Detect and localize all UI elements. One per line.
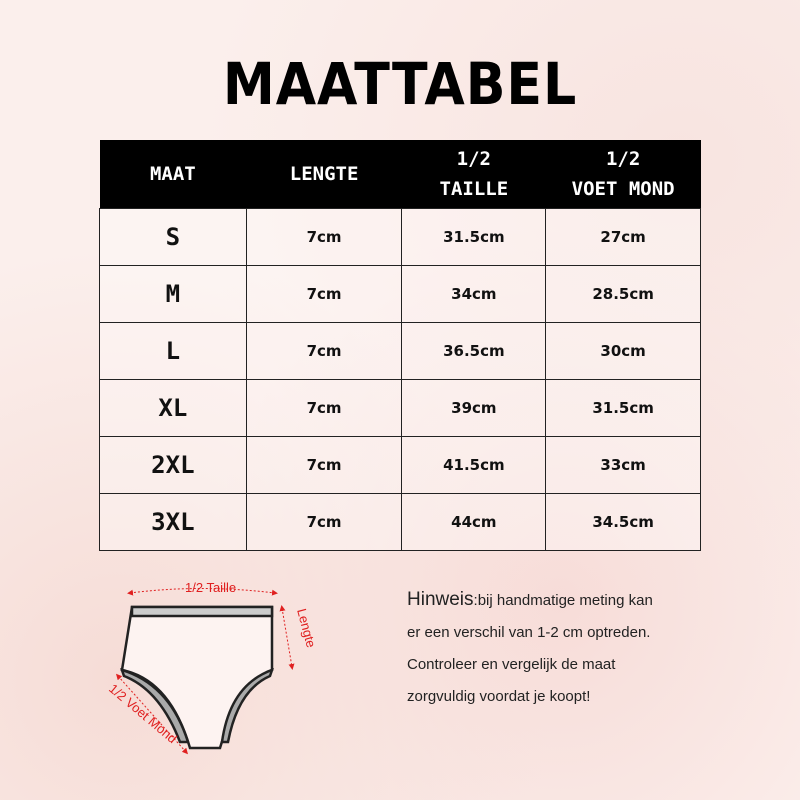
length-cell: 7cm — [245, 436, 403, 494]
size-cell: M — [99, 265, 247, 323]
length-cell: 7cm — [245, 208, 403, 266]
header-half-leg-opening: 1/2 VOET MOND — [545, 140, 701, 209]
page-title: MAATTABEL — [222, 50, 578, 118]
header-text: LENGTE — [289, 163, 359, 185]
note-line: Controleer en vergelijk de maat — [407, 656, 616, 673]
table-header-row: MAAT LENGTE 1/2 TAILLE 1/2 VOET MOND — [99, 140, 701, 209]
size-table: MAAT LENGTE 1/2 TAILLE 1/2 VOET MOND S 7cm 3… — [99, 140, 701, 551]
table-row: 2XL 7cm 41.5cm 33cm — [99, 436, 701, 494]
half-leg-opening-cell: 28.5cm — [545, 265, 701, 323]
half-waist-cell: 44cm — [401, 493, 547, 551]
header-text: 1/2 — [456, 148, 491, 170]
length-cell: 7cm — [245, 493, 403, 551]
half-waist-cell: 36.5cm — [401, 322, 547, 380]
table-row: XL 7cm 39cm 31.5cm — [99, 379, 701, 437]
header-text: TAILLE — [439, 178, 509, 200]
half-waist-cell: 34cm — [401, 265, 547, 323]
table-row: 3XL 7cm 44cm 34.5cm — [99, 493, 701, 551]
note-line: er een verschil van 1-2 cm optreden. — [407, 624, 651, 641]
size-cell: 3XL — [99, 493, 247, 551]
briefs-icon — [120, 605, 274, 750]
half-leg-opening-cell: 34.5cm — [545, 493, 701, 551]
size-cell: 2XL — [99, 436, 247, 494]
header-half-waist: 1/2 TAILLE — [401, 140, 546, 209]
length-cell: 7cm — [245, 322, 403, 380]
header-text: MAAT — [149, 163, 196, 185]
half-waist-cell: 41.5cm — [401, 436, 547, 494]
half-leg-opening-cell: 31.5cm — [545, 379, 701, 437]
size-cell: XL — [99, 379, 247, 437]
note-lead: Hinweis — [407, 589, 474, 610]
length-cell: 7cm — [245, 379, 403, 437]
table-row: S 7cm 31.5cm 27cm — [99, 208, 701, 266]
size-cell: S — [99, 208, 247, 266]
half-waist-cell: 39cm — [401, 379, 547, 437]
half-waist-cell: 31.5cm — [401, 208, 547, 266]
size-cell: L — [99, 322, 247, 380]
length-cell: 7cm — [245, 265, 403, 323]
header-size: MAAT — [99, 140, 247, 209]
half-leg-opening-cell: 30cm — [545, 322, 701, 380]
header-length: LENGTE — [246, 140, 402, 209]
length-label: Lengte — [294, 607, 319, 649]
header-text: 1/2 — [605, 148, 641, 170]
briefs-diagram: 1/2 Taille Lengte 1/2 Voet Mond — [106, 580, 319, 755]
note-line: zorgvuldig voordat je koopt! — [407, 688, 591, 705]
table-row: L 7cm 36.5cm 30cm — [99, 322, 701, 380]
half-leg-opening-cell: 33cm — [545, 436, 701, 494]
half-leg-opening-cell: 27cm — [545, 208, 701, 266]
table-row: M 7cm 34cm 28.5cm — [99, 265, 701, 323]
note-line: :bij handmatige meting kan — [473, 592, 653, 609]
waist-label: 1/2 Taille — [185, 580, 236, 595]
header-text: VOET MOND — [571, 178, 675, 200]
measurement-note: Hinweis:bij handmatige meting kan er een… — [407, 584, 653, 713]
